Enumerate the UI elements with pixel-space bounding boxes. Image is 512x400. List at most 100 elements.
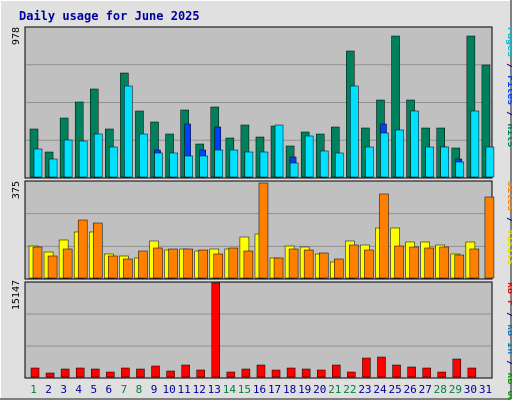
bar-sites-day-13 xyxy=(213,253,224,279)
bar-kb-f-day-29 xyxy=(452,358,462,378)
bar-pages-day-24 xyxy=(380,132,389,178)
bar-sites-day-28 xyxy=(439,246,449,279)
bar-kb-f-day-28 xyxy=(437,371,446,378)
bar-sites-day-9 xyxy=(153,247,163,279)
day-label-13: 13 xyxy=(208,383,221,396)
bar-pages-day-4 xyxy=(78,140,88,178)
bar-pages-day-16 xyxy=(259,151,269,178)
legend-top-part-3: / xyxy=(505,105,512,123)
day-label-16: 16 xyxy=(253,383,266,396)
bar-kb-f-day-1 xyxy=(30,367,40,378)
day-label-30: 30 xyxy=(464,383,477,396)
day-label-10: 10 xyxy=(162,383,175,396)
bar-sites-day-1 xyxy=(32,246,43,279)
bar-sites-day-17 xyxy=(273,257,284,279)
bar-kb-f-day-30 xyxy=(467,367,477,378)
bar-sites-day-3 xyxy=(62,248,73,279)
legend-top-part-1: / xyxy=(505,57,512,75)
day-label-26: 26 xyxy=(404,383,417,396)
bar-sites-day-14 xyxy=(228,247,239,279)
bar-pages-day-27 xyxy=(425,146,434,178)
legend-top-part-2: Files xyxy=(505,75,512,105)
panel-bottom-frame xyxy=(24,281,493,379)
bar-kb-f-day-25 xyxy=(392,364,401,378)
bar-sites-day-23 xyxy=(364,249,374,279)
panels-group xyxy=(24,26,495,379)
day-label-17: 17 xyxy=(268,383,281,396)
bar-pages-day-17 xyxy=(274,124,284,178)
day-label-19: 19 xyxy=(298,383,311,396)
panel-middle xyxy=(24,180,495,280)
legend-bottom-part-3: / xyxy=(505,354,512,372)
bar-sites-day-29 xyxy=(454,254,465,279)
bar-pages-day-14 xyxy=(229,149,239,178)
bar-sites-day-25 xyxy=(394,245,404,279)
bar-sites-day-6 xyxy=(108,255,118,279)
bar-sites-day-22 xyxy=(349,244,359,279)
top-ymax-label: 978 xyxy=(11,27,22,45)
bar-pages-day-7 xyxy=(124,85,133,178)
bar-kb-f-day-3 xyxy=(60,368,70,378)
bar-pages-day-20 xyxy=(319,150,329,178)
bar-kb-f-day-24 xyxy=(377,356,386,378)
day-label-18: 18 xyxy=(283,383,296,396)
bar-sites-day-19 xyxy=(303,249,314,279)
bar-sites-day-18 xyxy=(288,248,299,279)
bar-sites-day-21 xyxy=(334,258,344,279)
day-label-7: 7 xyxy=(121,383,128,396)
bar-kb-f-day-9 xyxy=(151,365,160,378)
bar-pages-day-26 xyxy=(410,110,419,178)
bar-pages-day-1 xyxy=(33,148,43,178)
bar-sites-day-8 xyxy=(138,250,148,279)
bar-pages-day-30 xyxy=(470,110,480,178)
bar-pages-day-29 xyxy=(455,161,465,178)
legend-middle-part-0: Sites xyxy=(505,181,512,211)
bar-pages-day-11 xyxy=(184,155,193,178)
bottom-ymax-label: 15147 xyxy=(11,280,22,310)
bar-sites-day-16 xyxy=(258,182,269,279)
day-label-23: 23 xyxy=(358,383,371,396)
bar-pages-day-18 xyxy=(289,162,299,178)
bar-sites-day-10 xyxy=(168,248,178,279)
bar-sites-day-12 xyxy=(198,249,208,279)
bar-pages-day-5 xyxy=(94,133,103,178)
bar-kb-f-day-20 xyxy=(316,369,326,378)
bar-kb-f-day-26 xyxy=(407,366,416,378)
bar-kb-f-day-27 xyxy=(422,367,431,378)
bar-pages-day-10 xyxy=(169,152,178,178)
day-label-25: 25 xyxy=(388,383,401,396)
bar-pages-day-3 xyxy=(63,139,73,178)
bar-pages-day-8 xyxy=(139,133,148,178)
bar-pages-day-12 xyxy=(199,155,208,178)
day-label-1: 1 xyxy=(30,383,37,396)
bar-kb-f-day-4 xyxy=(75,367,85,378)
legend-bottom-part-1: / xyxy=(505,306,512,324)
day-label-15: 15 xyxy=(238,383,251,396)
bar-sites-day-5 xyxy=(93,222,103,279)
bar-kb-f-day-23 xyxy=(362,357,371,378)
bar-kb-f-day-14 xyxy=(226,371,236,378)
bar-kb-f-day-21 xyxy=(332,364,341,378)
bar-kb-f-day-10 xyxy=(166,370,175,378)
day-label-4: 4 xyxy=(75,383,82,396)
day-label-14: 14 xyxy=(223,383,237,396)
series-pages xyxy=(33,85,495,178)
bar-kb-f-day-13 xyxy=(211,282,221,378)
bar-sites-day-15 xyxy=(243,250,254,279)
chart-title: Daily usage for June 2025 xyxy=(19,9,200,23)
bar-kb-f-day-2 xyxy=(45,372,55,378)
bar-sites-day-2 xyxy=(47,255,58,279)
legend-top: Pages / Files / Hits xyxy=(505,27,512,147)
day-label-9: 9 xyxy=(151,383,158,396)
bar-pages-day-22 xyxy=(350,85,359,178)
bar-pages-day-9 xyxy=(154,152,163,178)
middle-ymax-label: 375 xyxy=(11,181,22,199)
day-label-21: 21 xyxy=(328,383,341,396)
legend-middle-part-2: Visits xyxy=(505,229,512,265)
series-kb-f xyxy=(30,282,477,378)
bar-sites-day-4 xyxy=(77,219,88,279)
bar-sites-day-27 xyxy=(424,247,434,279)
legend-top-part-4: Hits xyxy=(505,123,512,147)
day-label-28: 28 xyxy=(434,383,447,396)
